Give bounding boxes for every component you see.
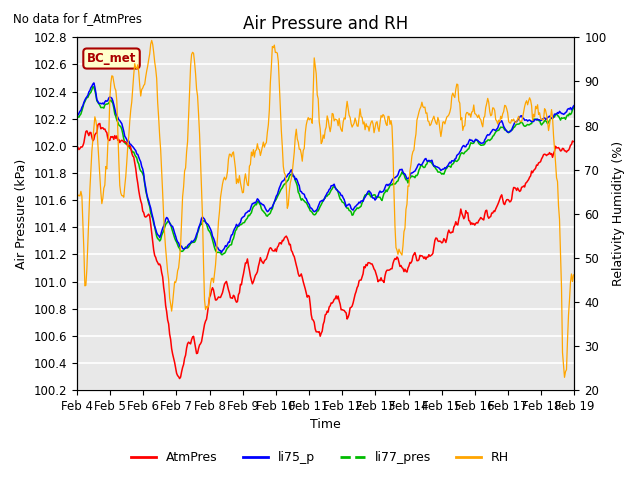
Y-axis label: Air Pressure (kPa): Air Pressure (kPa) xyxy=(15,158,28,269)
X-axis label: Time: Time xyxy=(310,419,341,432)
Legend: AtmPres, li75_p, li77_pres, RH: AtmPres, li75_p, li77_pres, RH xyxy=(126,446,514,469)
Text: No data for f_AtmPres: No data for f_AtmPres xyxy=(13,12,142,25)
Text: BC_met: BC_met xyxy=(87,52,136,65)
Y-axis label: Relativity Humidity (%): Relativity Humidity (%) xyxy=(612,141,625,286)
Title: Air Pressure and RH: Air Pressure and RH xyxy=(243,15,408,33)
